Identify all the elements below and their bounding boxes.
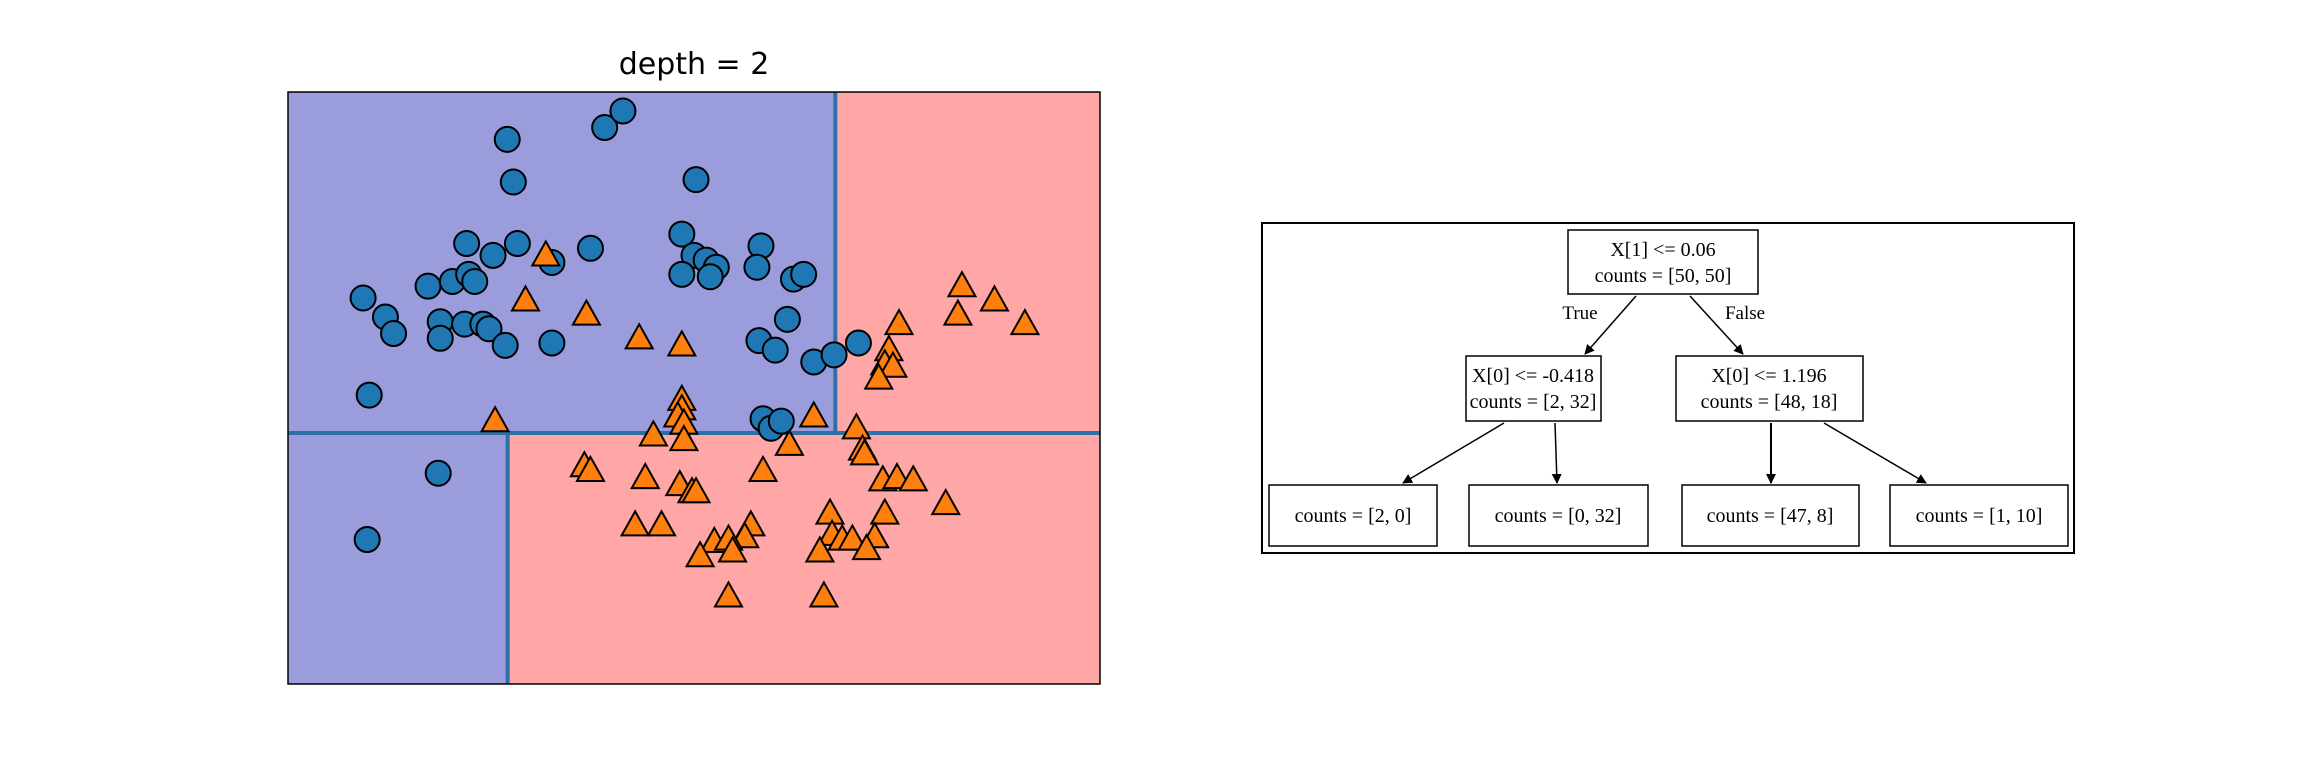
point-class0-7 [503,230,531,258]
edge-left-leaf-lr [1551,422,1562,484]
point-class0-39 [844,329,872,357]
node-right-condition: X[0] <= 1.196 [1711,365,1826,387]
point-class0-40 [355,381,383,409]
point-class1-19 [638,419,669,447]
point-class1-28 [630,461,661,490]
tree-leaf-lr: counts = [0, 32] [1468,484,1649,547]
point-class1-36 [930,487,961,516]
tree-leaf-ll: counts = [2, 0] [1268,484,1438,547]
point-class1-3 [623,322,655,350]
edge-label-false: False [1725,303,1765,324]
point-class0-30 [475,315,503,343]
point-class0-9 [576,234,604,262]
point-class1-20 [668,424,700,452]
point-class0-32 [491,331,519,359]
point-class0-44 [424,459,452,487]
point-class0-5 [453,230,481,258]
point-class0-4 [682,166,710,194]
decision-tree: True False X[1] <= 0.06 counts = [50, 50… [1261,222,2075,554]
node-left-counts: counts = [2, 32] [1470,391,1597,413]
point-class1-14 [479,405,511,433]
point-class0-26 [380,320,408,348]
point-class1-50 [717,535,748,563]
point-class1-4 [666,329,698,357]
point-class0-17 [743,253,771,281]
point-class0-23 [461,267,489,295]
leaf-rl-counts: counts = [47, 8] [1707,505,1834,527]
point-class1-33 [898,464,929,492]
tree-leaf-rr: counts = [1, 10] [1889,484,2069,547]
leaf-ll-counts: counts = [2, 0] [1295,505,1412,527]
node-root-counts: counts = [50, 50] [1595,265,1732,287]
point-class0-20 [414,272,442,300]
point-class1-25 [849,438,880,466]
point-class0-25 [349,284,377,312]
edge-left-leaf-ll [1402,422,1505,484]
plot-frame [287,91,1101,685]
point-class0-6 [479,241,507,269]
point-class1-8 [979,284,1010,312]
point-class1-52 [851,532,882,561]
point-class0-3 [609,97,637,125]
point-class1-2 [571,298,602,326]
point-class0-45 [353,526,381,554]
point-class1-51 [804,535,836,563]
edge-label-true: True [1562,303,1597,324]
point-class1-30 [747,454,779,482]
point-class1-49 [684,540,716,568]
tree-node-right: X[0] <= 1.196 counts = [48, 18] [1675,355,1864,422]
node-root-condition: X[1] <= 0.06 [1610,239,1715,261]
edge-root-right [1689,295,1744,355]
tree-leaf-rl: counts = [47, 8] [1681,484,1860,547]
point-class1-27 [575,454,606,482]
point-class1-22 [841,412,872,440]
leaf-rr-counts: counts = [1, 10] [1916,505,2043,527]
leaf-lr-counts: counts = [0, 32] [1495,505,1622,527]
point-class1-40 [646,509,677,537]
point-class1-39 [619,509,651,537]
edge-right-leaf-rr [1823,422,1927,484]
data-points [349,97,1041,608]
point-class1-12 [877,350,909,378]
point-class0-33 [538,329,566,357]
point-class0-13 [668,260,696,288]
decision-boundary-plot: depth = 2 [287,47,1101,685]
point-class1-53 [713,580,744,608]
point-class0-36 [761,336,789,364]
point-class0-1 [499,168,527,196]
point-class1-5 [946,270,978,298]
point-class1-7 [883,308,915,336]
point-class0-19 [790,260,818,288]
point-class0-43 [767,407,795,435]
point-class1-0 [530,239,562,267]
region-class1-3 [507,432,1100,684]
point-class1-13 [863,362,894,390]
point-class0-31 [426,324,454,352]
tree-node-left: X[0] <= -0.418 counts = [2, 32] [1465,355,1602,422]
point-class0-38 [820,341,848,369]
point-class1-9 [1009,308,1041,336]
edge-root-left [1584,295,1637,355]
point-class0-35 [773,305,801,333]
point-class1-21 [798,400,829,428]
tree-node-root: X[1] <= 0.06 counts = [50, 50] [1567,229,1759,295]
plot-title: depth = 2 [619,47,770,82]
node-right-counts: counts = [48, 18] [1701,391,1838,413]
point-class0-2 [591,114,619,142]
point-class1-37 [869,497,901,525]
point-class0-0 [493,125,521,153]
point-class1-54 [808,580,840,608]
point-class1-35 [680,476,712,504]
region-class0-2 [288,432,508,684]
decision-regions [288,92,1100,684]
node-left-condition: X[0] <= -0.418 [1472,365,1594,387]
point-class0-15 [696,263,724,291]
point-class1-23 [774,428,805,456]
point-class0-10 [668,220,696,248]
point-class1-6 [942,298,974,326]
point-class1-47 [837,523,868,551]
point-class1-1 [510,284,541,312]
